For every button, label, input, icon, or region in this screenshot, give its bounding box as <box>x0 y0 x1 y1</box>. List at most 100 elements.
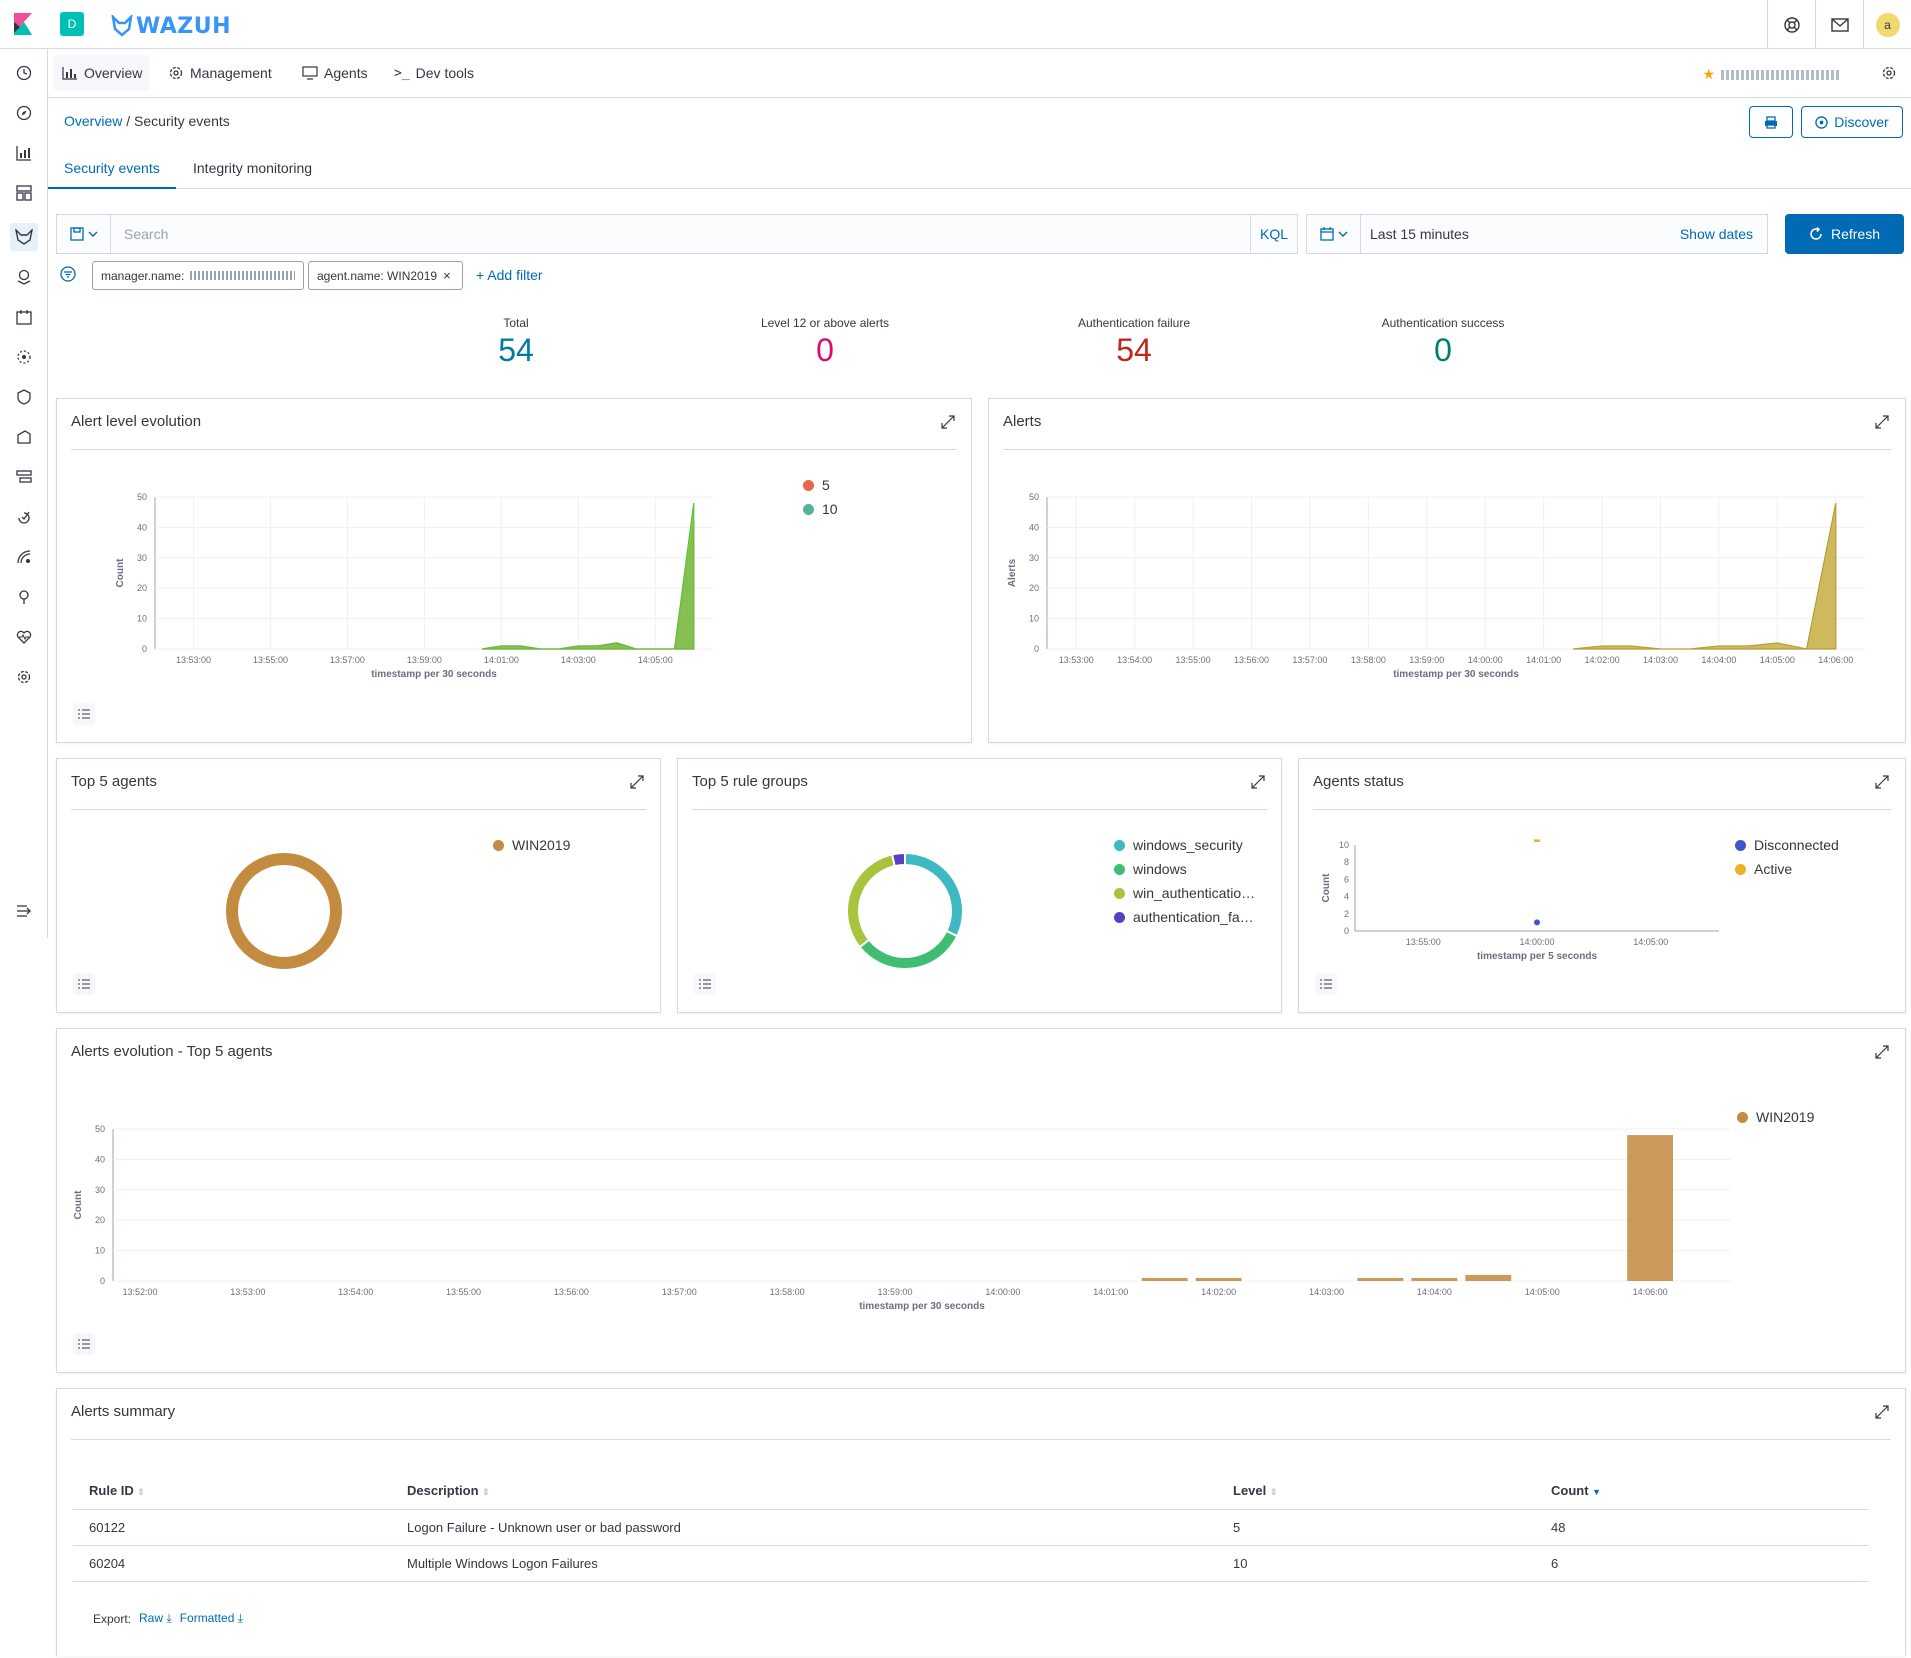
visualize-chart-icon[interactable] <box>14 143 34 163</box>
rule-groups-donut-chart[interactable] <box>835 841 975 981</box>
export-formatted-link[interactable]: Formatted ⤓ <box>180 1611 243 1626</box>
toggle-legend-list-icon[interactable] <box>694 973 716 995</box>
user-menu-button[interactable]: a <box>1863 0 1911 49</box>
legend-item-disconnected[interactable]: Disconnected <box>1735 833 1839 857</box>
legend-dot-icon <box>1735 863 1746 875</box>
column-header-count[interactable]: Count ▼ <box>1535 1473 1869 1510</box>
expand-fullscreen-icon[interactable] <box>1875 1045 1889 1059</box>
wazuh-app-icon[interactable] <box>10 223 38 251</box>
wazuh-logo[interactable]: WAZUH <box>111 12 231 40</box>
kibana-logo-icon[interactable] <box>12 13 34 35</box>
tab-integrity-monitoring[interactable]: Integrity monitoring <box>177 148 328 188</box>
expand-fullscreen-icon[interactable] <box>1875 415 1889 429</box>
show-dates-link[interactable]: Show dates <box>1679 226 1753 242</box>
dashboard-icon[interactable] <box>14 183 34 203</box>
collapse-menu-icon[interactable] <box>14 901 34 921</box>
table-row[interactable]: 60204 Multiple Windows Logon Failures 10… <box>73 1545 1869 1582</box>
refresh-button[interactable]: Refresh <box>1785 214 1904 254</box>
uptime-icon[interactable] <box>14 507 34 527</box>
breadcrumb-overview[interactable]: Overview <box>64 113 123 129</box>
menu-overview[interactable]: Overview <box>54 55 151 91</box>
logs-icon[interactable] <box>14 427 34 447</box>
donut-slice <box>226 853 342 969</box>
tab-security-events[interactable]: Security events <box>48 148 176 189</box>
stat-level12-label: Level 12 or above alerts <box>760 316 890 330</box>
area-series-10 <box>482 503 695 650</box>
panel-alerts: Alerts 0 10 20 30 40 50 13:53:00 13:54:00 13:55:… <box>988 398 1906 743</box>
stat-auth-success-value[interactable]: 0 <box>1434 332 1452 368</box>
toggle-legend-list-icon[interactable] <box>73 1333 95 1355</box>
legend-item-win-authentication[interactable]: win_authenticatio… <box>1114 881 1255 905</box>
column-header-description[interactable]: Description ⇕ <box>391 1473 1217 1510</box>
saved-query-button[interactable] <box>57 215 111 253</box>
expand-fullscreen-icon[interactable] <box>1251 775 1265 789</box>
table-row[interactable]: 60122 Logon Failure - Unknown user or ba… <box>73 1509 1869 1546</box>
column-header-level[interactable]: Level ⇕ <box>1217 1473 1535 1510</box>
search-input[interactable] <box>112 215 1309 253</box>
export-raw-link[interactable]: Raw ⤓ <box>139 1611 172 1626</box>
legend-item-10[interactable]: 10 <box>803 497 838 521</box>
menu-dev-tools[interactable]: >_ Dev tools <box>386 55 482 91</box>
legend-item-authentication-failed[interactable]: authentication_fa… <box>1114 905 1255 929</box>
top-agents-donut-chart[interactable] <box>214 841 354 981</box>
brand-name: WAZUH <box>136 13 232 39</box>
current-api-selector[interactable]: ★ <box>1702 66 1839 83</box>
export-raw-label: Raw <box>139 1611 164 1625</box>
maps-icon[interactable] <box>14 267 34 287</box>
newsfeed-button[interactable] <box>1815 0 1863 49</box>
discover-button[interactable]: Discover <box>1801 106 1903 138</box>
legend-item-active[interactable]: Active <box>1735 857 1839 881</box>
legend-item-win2019[interactable]: WIN2019 <box>493 833 570 857</box>
legend-item-windows-security[interactable]: windows_security <box>1114 833 1255 857</box>
area-series-alerts <box>1572 502 1837 650</box>
x-tick-label: 13:57:00 <box>662 1287 697 1297</box>
settings-gear-icon[interactable] <box>1881 65 1897 81</box>
expand-fullscreen-icon[interactable] <box>941 415 955 429</box>
cell-rule-id: 60204 <box>73 1545 391 1582</box>
filter-pill-agent[interactable]: agent.name: WIN2019 × <box>308 261 463 290</box>
filter-pill-manager[interactable]: manager.name: <box>92 261 304 290</box>
space-avatar[interactable]: D <box>60 12 84 36</box>
x-tick-label: 13:54:00 <box>1117 655 1152 665</box>
monitoring-heartbeat-icon[interactable] <box>14 627 34 647</box>
stat-total-value[interactable]: 54 <box>498 332 534 368</box>
menu-agents[interactable]: Agents <box>294 55 376 91</box>
expand-fullscreen-icon[interactable] <box>1875 1405 1889 1419</box>
quick-date-menu-button[interactable] <box>1307 215 1361 253</box>
x-tick-label: 13:59:00 <box>878 1287 913 1297</box>
agents-status-scatter-chart[interactable]: 0 2 4 6 8 10 13:55:00 14:00:00 14:05:00 timestamp… <box>1313 831 1733 981</box>
dev-tools-wrench-icon[interactable] <box>14 587 34 607</box>
stat-auth-failure-value[interactable]: 54 <box>1116 332 1152 368</box>
management-gear-icon[interactable] <box>14 667 34 687</box>
menu-management[interactable]: Management <box>160 55 280 91</box>
remove-filter-close-icon[interactable]: × <box>443 268 451 283</box>
x-tick-label: 14:05:00 <box>1525 1287 1560 1297</box>
column-header-rule-id[interactable]: Rule ID ⇕ <box>73 1473 391 1510</box>
filter-options-icon[interactable] <box>60 266 76 282</box>
legend-item-windows[interactable]: windows <box>1114 857 1255 881</box>
alerts-evolution-bar-chart[interactable]: 0 10 20 30 40 50 13:52:00 13:53:00 13:54:00 13:55… <box>71 1099 1771 1339</box>
legend-item-5[interactable]: 5 <box>803 473 838 497</box>
stat-level12-value[interactable]: 0 <box>816 332 834 368</box>
metrics-icon[interactable] <box>14 467 34 487</box>
expand-fullscreen-icon[interactable] <box>1875 775 1889 789</box>
alerts-area-chart[interactable]: 0 10 20 30 40 50 13:53:00 13:54:00 13:55:00 13:56… <box>1003 467 1893 707</box>
help-button[interactable] <box>1767 0 1815 49</box>
kql-toggle-button[interactable]: KQL <box>1250 215 1297 253</box>
discover-compass-icon[interactable] <box>14 103 34 123</box>
stat-total-label: Total <box>503 316 529 330</box>
toggle-legend-list-icon[interactable] <box>73 703 95 725</box>
time-range-label[interactable]: Last 15 minutes <box>1370 226 1469 242</box>
canvas-icon[interactable] <box>14 307 34 327</box>
toggle-legend-list-icon[interactable] <box>73 973 95 995</box>
ml-icon[interactable] <box>14 347 34 367</box>
apm-icon[interactable] <box>14 547 34 567</box>
toggle-legend-list-icon[interactable] <box>1315 973 1337 995</box>
add-filter-button[interactable]: + Add filter <box>476 267 543 283</box>
legend-item-win2019[interactable]: WIN2019 <box>1737 1105 1814 1129</box>
alert-level-area-chart[interactable]: 0 10 20 30 40 50 13:53:00 13:55:00 13:57:00 13:59… <box>71 467 851 707</box>
siem-icon[interactable] <box>14 387 34 407</box>
print-button[interactable] <box>1749 106 1793 138</box>
expand-fullscreen-icon[interactable] <box>630 775 644 789</box>
recently-viewed-clock-icon[interactable] <box>14 63 34 83</box>
